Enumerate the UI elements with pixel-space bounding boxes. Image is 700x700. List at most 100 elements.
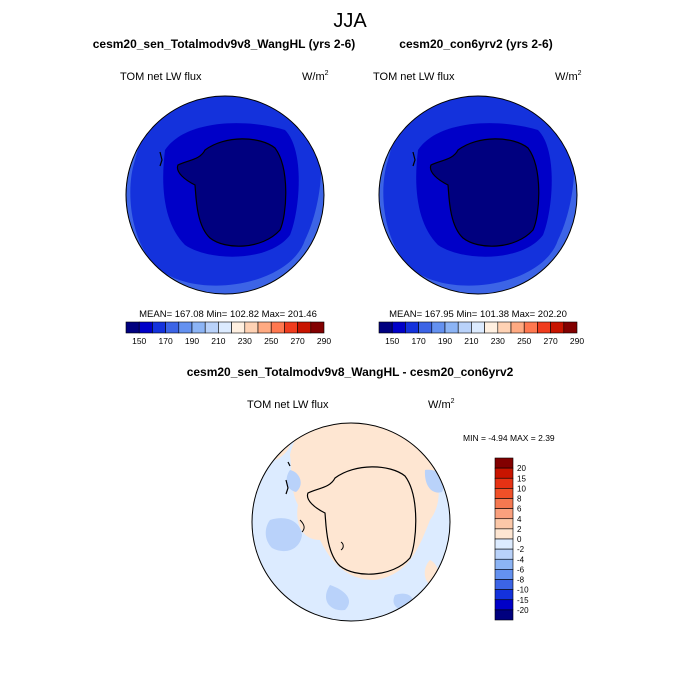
panel-diff-colorbar-tick-label: 2 — [517, 525, 522, 534]
panel-left-colorbar-swatch — [152, 321, 166, 334]
panel-right-colorbar-swatch — [457, 321, 472, 334]
panel-diff-minmax: MIN = -4.94 MAX = 2.39 — [463, 433, 555, 443]
panel-left-colorbar-swatch — [178, 321, 193, 334]
panel-diff-colorbar-swatch — [494, 538, 514, 550]
panel-right-variable: TOM net LW flux — [373, 71, 455, 83]
panel-right-colorbar-swatch — [444, 321, 459, 334]
panel-diff-colorbar-tick-label: 10 — [517, 484, 526, 493]
panel-diff-colorbar-swatch — [494, 599, 514, 611]
panel-left-colorbar-swatch — [165, 321, 180, 334]
panel-right-colorbar-tick-label: 190 — [438, 336, 452, 346]
panel-left-colorbar-swatch — [218, 321, 232, 334]
panel-right-units: W/m2 — [555, 70, 582, 83]
panel-left-colorbar-swatch — [204, 321, 219, 334]
panel-left-map — [126, 96, 324, 294]
panel-right-colorbar-tick-label: 250 — [517, 336, 531, 346]
panel-right: cesm20_con6yrv2 (yrs 2-6) TOM net LW flu… — [373, 37, 584, 346]
panel-diff-colorbar-tick-label: -15 — [517, 596, 529, 605]
panel-right-map-border — [378, 95, 578, 295]
panel-diff-colorbar-tick-label: 0 — [517, 535, 522, 544]
panel-left-coastline — [176, 138, 287, 247]
panel-left-colorbar-swatch — [244, 321, 259, 334]
panel-diff-colorbar-swatch — [494, 528, 514, 540]
panel-left-colorbar: 150 170 190 210 230 250 270 290 — [125, 321, 331, 346]
panel-diff-colorbar-swatch — [494, 467, 514, 479]
panel-diff-colorbar-swatch — [494, 508, 514, 520]
panel-left-colorbar-swatch — [257, 321, 272, 334]
panel-right-colorbar-tick-label: 170 — [412, 336, 426, 346]
panel-diff-variable: TOM net LW flux — [247, 399, 329, 411]
panel-diff-colorbar-swatch — [494, 579, 514, 590]
panel-right-colorbar: 150 170 190 210 230 250 270 290 — [378, 321, 584, 346]
panel-diff-colorbar-swatch — [494, 477, 514, 489]
panel-left-colorbar-swatch — [138, 321, 153, 334]
panel-right-colorbar-tick-label: 150 — [385, 336, 399, 346]
panel-left-colorbar-swatch — [297, 321, 312, 334]
panel-left-title: cesm20_sen_Totalmodv9v8_WangHL (yrs 2-6) — [93, 37, 356, 51]
panel-diff-colorbar-tick-label: -20 — [517, 606, 529, 615]
panel-right-map — [379, 96, 577, 294]
panel-left-colorbar-tick-label: 210 — [211, 336, 225, 346]
panel-left-map-border — [125, 95, 325, 295]
panel-left-variable: TOM net LW flux — [120, 71, 202, 83]
panel-left-stats: MEAN= 167.08 Min= 102.82 Max= 201.46 — [139, 309, 317, 320]
panel-left-colorbar-tick-label: 290 — [317, 336, 331, 346]
panel-right-colorbar-tick-label: 210 — [464, 336, 478, 346]
panel-diff-colorbar-tick-label: -6 — [517, 565, 525, 574]
panel-right-coastline — [429, 138, 540, 247]
panel-diff-colorbar-tick-label: 6 — [517, 505, 522, 514]
panel-right-colorbar-swatch — [471, 321, 485, 334]
panel-left-units: W/m2 — [302, 70, 329, 83]
panel-right-colorbar-swatch — [510, 321, 525, 334]
panel-diff-colorbar-tick-label: 15 — [517, 474, 526, 483]
panel-diff-colorbar-tick-label: 8 — [517, 495, 522, 504]
panel-right-colorbar-swatch — [418, 321, 433, 334]
panel-right-colorbar-swatch — [378, 321, 393, 334]
panel-left-colorbar-swatch — [231, 321, 246, 334]
panel-left-colorbar-tick-label: 230 — [238, 336, 252, 346]
panel-left-colorbar-tick-label: 270 — [291, 336, 305, 346]
panel-left-colorbar-swatch — [310, 321, 325, 334]
panel-right-colorbar-swatch — [484, 321, 499, 334]
panel-right-colorbar-swatch — [537, 321, 551, 334]
panel-left-colorbar-swatch — [125, 321, 140, 334]
panel-diff: cesm20_sen_Totalmodv9v8_WangHL - cesm20_… — [187, 365, 555, 622]
panel-diff-colorbar-swatch — [494, 498, 514, 509]
panel-left-colorbar-swatch — [270, 321, 285, 334]
panel-diff-colorbar-tick-label: 20 — [517, 464, 526, 473]
panel-diff-colorbar-swatch — [494, 457, 514, 469]
panel-diff-map-border — [251, 422, 451, 622]
panel-diff-map — [252, 423, 450, 621]
page-title: JJA — [333, 10, 367, 32]
panel-left-colorbar-tick-label: 170 — [159, 336, 173, 346]
panel-left-colorbar-tick-label: 150 — [132, 336, 146, 346]
panel-right-colorbar-swatch — [523, 321, 538, 334]
panel-right-colorbar-swatch — [431, 321, 446, 334]
panel-right-colorbar-swatch — [391, 321, 406, 334]
panel-right-colorbar-swatch — [405, 321, 419, 334]
panel-left-colorbar-swatch — [284, 321, 298, 334]
panel-right-colorbar-swatch — [497, 321, 512, 334]
panel-left-colorbar-swatch — [191, 321, 206, 334]
panel-diff-colorbar-swatch — [494, 548, 514, 560]
panel-diff-colorbar-tick-label: -4 — [517, 555, 525, 564]
panel-diff-colorbar-swatch — [494, 488, 514, 499]
panel-diff-units: W/m2 — [428, 398, 455, 411]
panel-right-colorbar-tick-label: 290 — [570, 336, 584, 346]
panel-left-colorbar-tick-label: 190 — [185, 336, 199, 346]
panel-diff-colorbar-swatch — [494, 518, 514, 530]
panel-right-colorbar-swatch — [550, 321, 565, 334]
panel-diff-title: cesm20_sen_Totalmodv9v8_WangHL - cesm20_… — [187, 365, 514, 379]
panel-right-colorbar-swatch — [563, 321, 578, 334]
panel-left: cesm20_sen_Totalmodv9v8_WangHL (yrs 2-6)… — [93, 37, 356, 346]
panel-right-stats: MEAN= 167.95 Min= 101.38 Max= 202.20 — [389, 309, 567, 320]
panel-right-colorbar-tick-label: 270 — [544, 336, 558, 346]
panel-diff-colorbar-tick-label: -10 — [517, 586, 529, 595]
panel-diff-colorbar-tick-label: -8 — [517, 576, 525, 585]
panel-left-colorbar-tick-label: 250 — [264, 336, 278, 346]
panel-diff-colorbar-swatch — [494, 609, 514, 621]
panel-diff-colorbar-swatch — [494, 589, 514, 601]
panel-diff-colorbar-tick-label: -2 — [517, 545, 525, 554]
